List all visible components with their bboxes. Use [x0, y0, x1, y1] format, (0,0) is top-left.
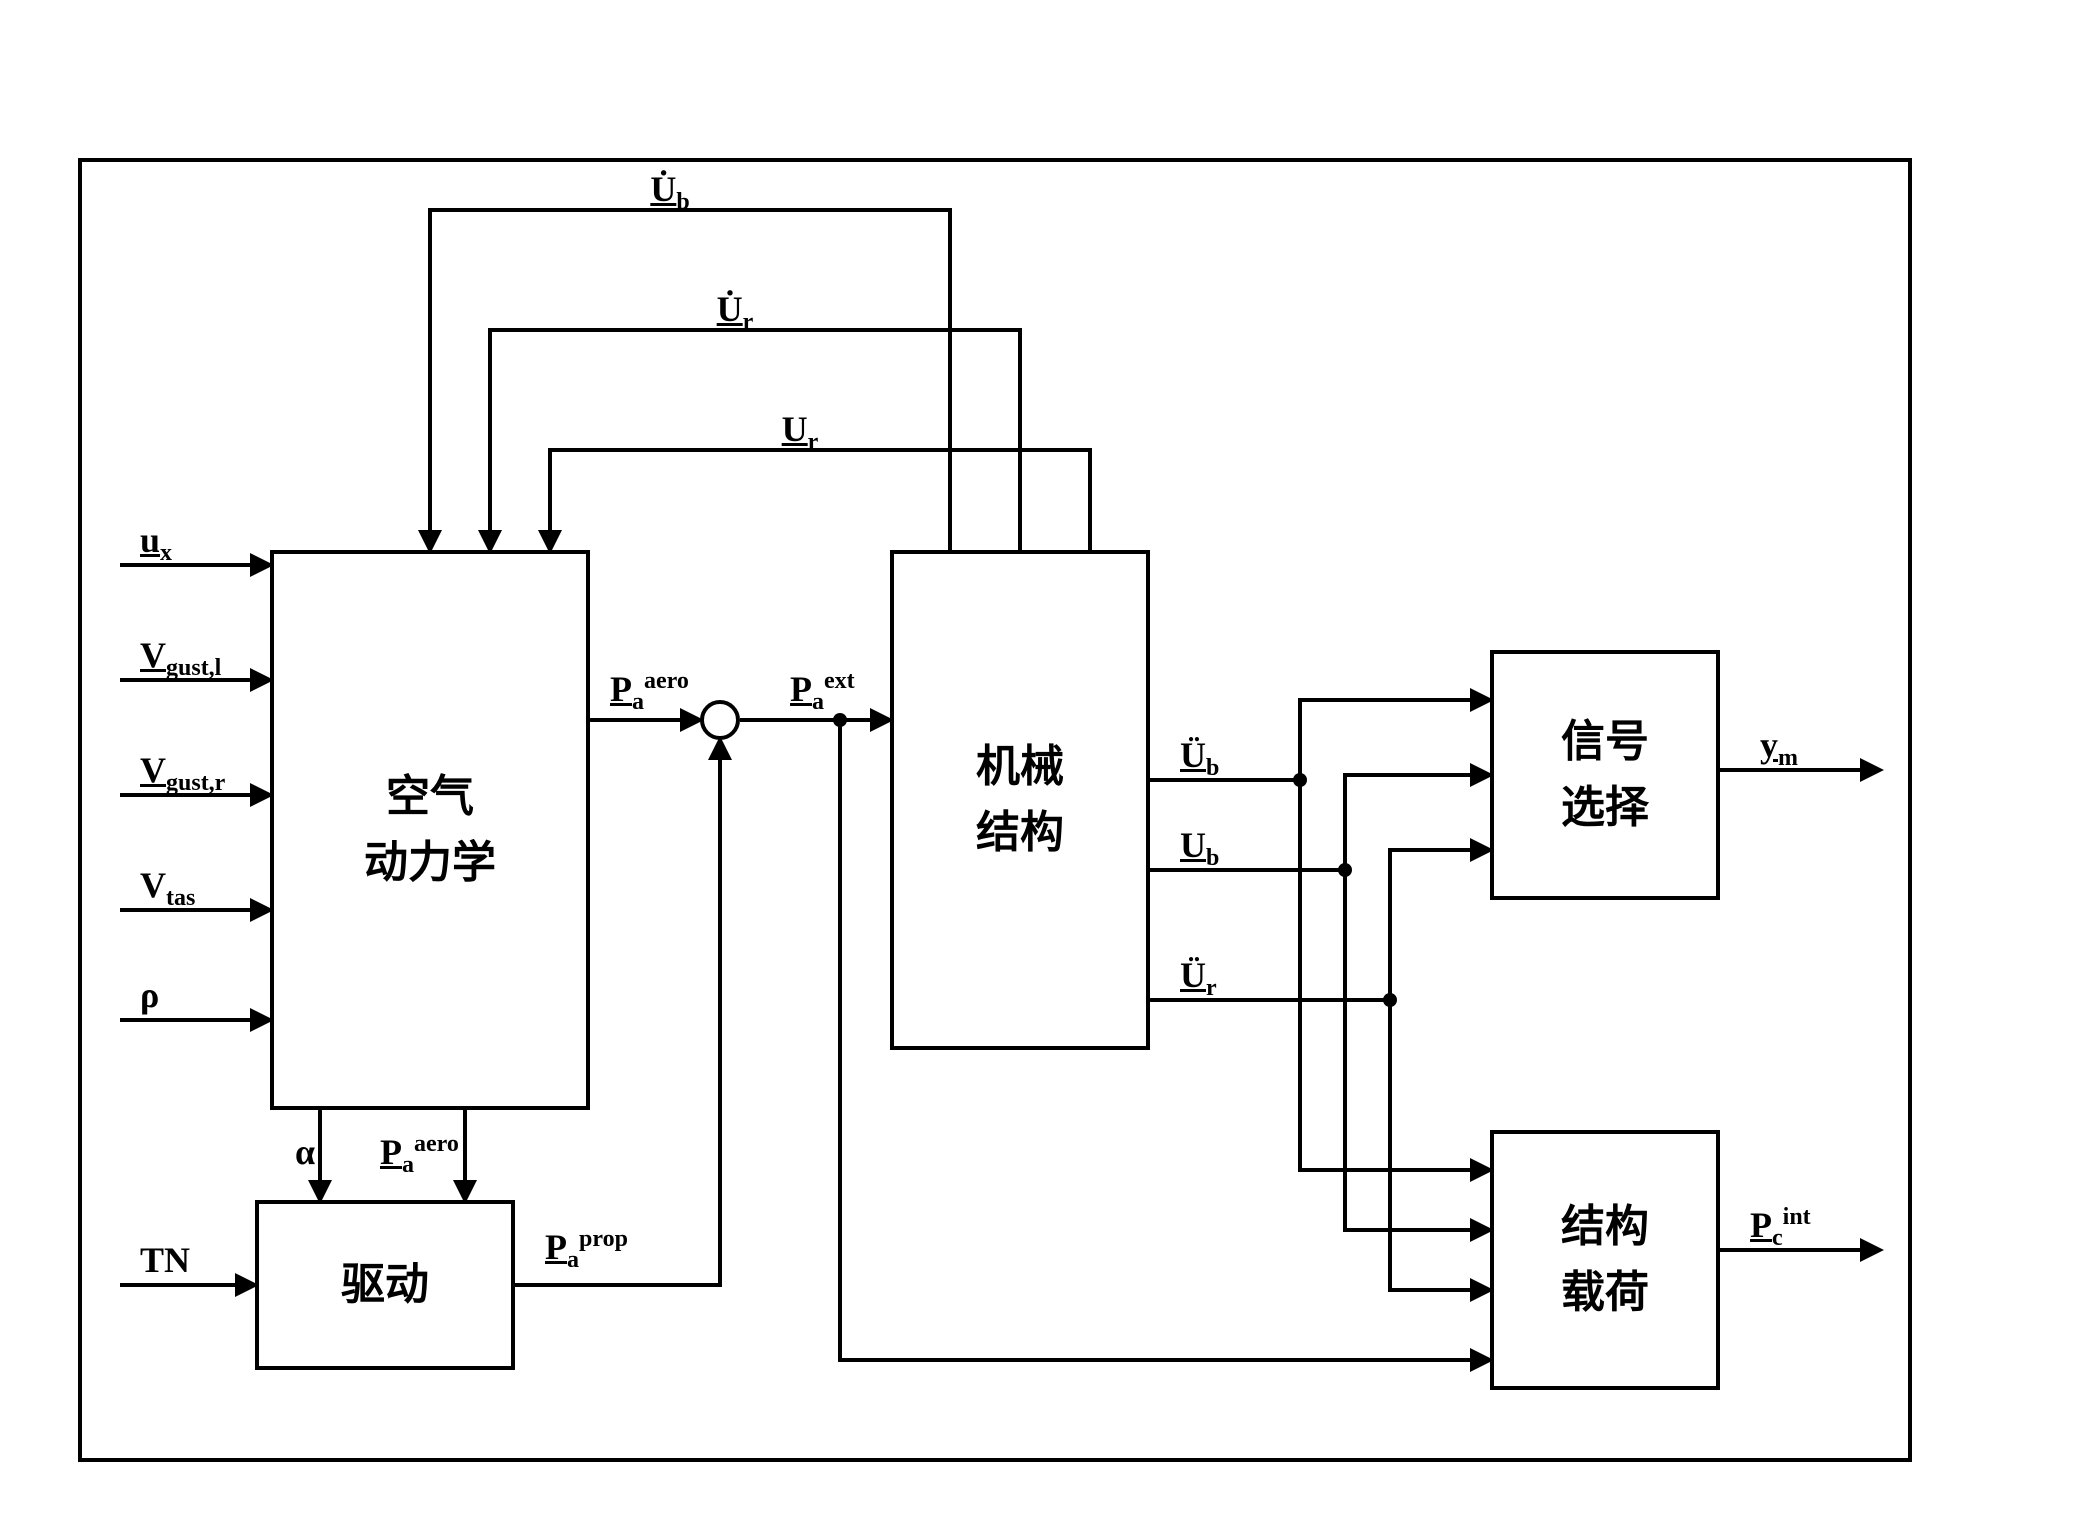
aerodynamics-block: 空气 动力学	[270, 550, 590, 1110]
load-label-1: 结构	[1561, 1194, 1649, 1260]
signal-label: Ur	[740, 408, 860, 456]
signal-label: Paext	[790, 668, 855, 716]
signal-label: ym	[1760, 724, 1798, 772]
signal-selection-block: 信号 选择	[1490, 650, 1720, 900]
signal-label: TN	[140, 1239, 190, 1281]
signal-label: α	[295, 1131, 315, 1173]
signal-label: Ür	[1180, 954, 1217, 1002]
signal-label-1: 信号	[1561, 709, 1649, 775]
aero-label-2: 动力学	[364, 830, 496, 896]
signal-label: Üb	[1180, 734, 1219, 782]
signal-label: Ub	[1180, 824, 1219, 872]
signal-label: Paaero	[610, 668, 689, 716]
mechanical-structure-block: 机械 结构	[890, 550, 1150, 1050]
signal-label: ux	[140, 519, 172, 567]
signal-label-2: 选择	[1561, 775, 1649, 841]
mech-label-1: 机械	[976, 734, 1064, 800]
signal-label: U̇r	[675, 288, 795, 336]
signal-label: Vtas	[140, 864, 195, 912]
signal-label: U̇b	[610, 168, 730, 216]
signal-label: Vgust,l	[140, 634, 221, 682]
signal-label: Paprop	[545, 1226, 628, 1274]
block-diagram: 空气 动力学 驱动 机械 结构 信号 选择 结构 载荷 ux Vgust,l Vgu…	[0, 0, 2078, 1520]
structural-load-block: 结构 载荷	[1490, 1130, 1720, 1390]
drive-block: 驱动	[255, 1200, 515, 1370]
drive-label-1: 驱动	[341, 1252, 429, 1318]
mech-label-2: 结构	[976, 800, 1064, 866]
signal-label: Vgust,r	[140, 749, 225, 797]
signal-label: ρ	[140, 974, 159, 1016]
signal-label: Paaero	[380, 1131, 459, 1179]
load-label-2: 载荷	[1561, 1260, 1649, 1326]
signal-label: Pcint	[1750, 1204, 1811, 1252]
aero-label-1: 空气	[386, 764, 474, 830]
summing-junction	[700, 700, 740, 740]
